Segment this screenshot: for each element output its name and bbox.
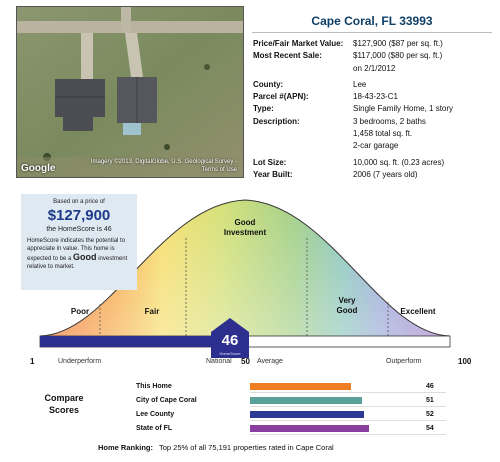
house-badge-icon xyxy=(211,318,249,358)
row-divider xyxy=(250,434,446,435)
compare-score: 46 xyxy=(426,382,434,390)
compare-label: This Home xyxy=(136,382,172,390)
detail-row: Year Built: 2006 (7 years old) xyxy=(253,169,493,181)
segment-very-good-line1: Very xyxy=(338,296,356,305)
detail-label xyxy=(253,128,353,140)
detail-row: on 2/1/2012 xyxy=(253,63,493,75)
compare-score: 54 xyxy=(426,424,434,432)
detail-value: 18-43-23-C1 xyxy=(353,92,398,102)
homescore-info-box: Based on a price of $127,900 the HomeSco… xyxy=(21,194,137,290)
detail-label: Most Recent Sale: xyxy=(253,51,322,61)
detail-row: Parcel #(APN): 18-43-23-C1 xyxy=(253,91,493,103)
compare-bar xyxy=(250,382,352,390)
scale-underperform: Underperform xyxy=(58,358,102,365)
detail-label: Price/Fair Market Value: xyxy=(253,39,344,48)
detail-row: Price/Fair Market Value: $127,900 ($87 pe… xyxy=(253,38,493,50)
homescore-bell-curve xyxy=(39,199,451,358)
detail-value: 1,458 total sq. ft. xyxy=(353,129,413,139)
segment-poor: Poor xyxy=(70,307,90,316)
compare-row: State of FL 54 xyxy=(136,421,476,435)
compare-label: City of Cape Coral xyxy=(136,396,197,404)
compare-scores-table: This Home 46 City of Cape Coral 51 Lee Count… xyxy=(136,379,476,435)
segment-fair: Fair xyxy=(144,307,160,316)
detail-label: Lot Size: xyxy=(253,157,287,167)
compare-bar-track xyxy=(250,382,410,390)
home-ranking: Home Ranking: Top 25% of all 75,191 prop… xyxy=(98,443,488,452)
detail-value: 3 bedrooms, 2 baths xyxy=(353,116,426,126)
detail-value: 2006 (7 years old) xyxy=(353,169,418,179)
detail-row: Lot Size: 10,000 sq. ft. (0.23 acres) xyxy=(253,157,493,169)
aerial-image xyxy=(17,7,243,177)
scale-average: Average xyxy=(257,358,283,365)
detail-row: Type: Single Family Home, 1 story xyxy=(253,103,493,115)
scale-min: 1 xyxy=(30,357,35,366)
home-ranking-text: Top 25% of all 75,191 properties rated i… xyxy=(158,443,334,452)
compare-row: This Home 46 xyxy=(136,379,476,393)
detail-value: 10,000 sq. ft. (0.23 acres) xyxy=(353,157,445,167)
detail-label xyxy=(253,140,353,152)
homescore-text: the HomeScore is 46 xyxy=(46,226,112,233)
desc-pre: HomeScore indicates the potential to app… xyxy=(27,238,126,262)
detail-row: Most Recent Sale: $117,000 ($80 per sq. f… xyxy=(253,50,493,62)
detail-value: $127,900 ($87 per sq. ft.) xyxy=(353,39,443,48)
compare-row: Lee County 52 xyxy=(136,407,476,421)
compare-score: 51 xyxy=(426,396,434,404)
row-divider xyxy=(250,420,446,421)
desc-emphasis: Good xyxy=(73,252,97,262)
detail-label: Description: xyxy=(253,116,300,126)
detail-label: County: xyxy=(253,79,284,89)
detail-value: $117,000 ($80 per sq. ft.) xyxy=(353,51,443,61)
scale-outperform: Outperform xyxy=(386,358,422,365)
compare-score: 52 xyxy=(426,410,434,418)
homescore-value: 46 xyxy=(221,332,239,349)
title-divider xyxy=(252,32,492,33)
compare-label: State of FL xyxy=(136,424,173,432)
segment-very-good-line2: Good xyxy=(336,306,358,315)
homescore-description: HomeScore indicates the potential to app… xyxy=(21,233,137,271)
detail-label: Year Built: xyxy=(253,169,293,179)
detail-label: Type: xyxy=(253,104,274,114)
compare-scores-heading: Compare Scores xyxy=(34,392,94,416)
segment-good-line1: Good xyxy=(234,218,256,227)
detail-value: Single Family Home, 1 story xyxy=(353,104,454,114)
based-on-label: Based on a price of xyxy=(53,199,105,205)
detail-label: Parcel #(APN): xyxy=(253,92,309,102)
compare-bar xyxy=(250,396,363,404)
compare-bar-track xyxy=(250,424,410,432)
desc-post: investment relative to market. xyxy=(27,256,128,270)
compare-bar xyxy=(250,410,365,418)
detail-value: Lee xyxy=(353,79,367,89)
compare-heading-line2: Scores xyxy=(48,405,80,415)
aerial-map[interactable]: Google Imagery ©2013, DigitalGlobe, U.S.… xyxy=(16,6,244,178)
scale-mid: 50 xyxy=(241,357,250,366)
scale-max: 100 xyxy=(458,357,472,366)
row-divider xyxy=(250,392,446,393)
compare-bar-track xyxy=(250,396,410,404)
price-value: $127,900 xyxy=(47,207,111,224)
row-divider xyxy=(250,406,446,407)
homescore-badge-label: HomeScore xyxy=(219,351,241,356)
segment-good-line2: Investment xyxy=(223,228,267,237)
home-ranking-label: Home Ranking: xyxy=(98,443,154,452)
detail-label xyxy=(253,63,353,75)
property-details: Price/Fair Market Value: $127,900 ($87 pe… xyxy=(253,38,493,181)
detail-value: 2-car garage xyxy=(353,141,399,151)
detail-row: Description: 3 bedrooms, 2 baths xyxy=(253,116,493,128)
compare-heading-line1: Compare xyxy=(44,393,84,403)
compare-row: City of Cape Coral 51 xyxy=(136,393,476,407)
imagery-credit[interactable]: Imagery ©2013, DigitalGlobe, U.S. Geolog… xyxy=(90,159,237,173)
detail-row: County: Lee xyxy=(253,79,493,91)
scale-national: National xyxy=(206,358,232,365)
compare-bar-track xyxy=(250,410,410,418)
score-scale-fill xyxy=(40,336,240,347)
detail-row: 1,458 total sq. ft. xyxy=(253,128,493,140)
compare-label: Lee County xyxy=(136,410,175,418)
detail-value: on 2/1/2012 xyxy=(353,63,396,73)
property-title: Cape Coral, FL 33993 xyxy=(311,14,433,28)
segment-excellent: Excellent xyxy=(400,307,436,316)
detail-row: 2-car garage xyxy=(253,140,493,152)
compare-bar xyxy=(250,424,369,432)
google-logo: Google xyxy=(21,163,56,174)
